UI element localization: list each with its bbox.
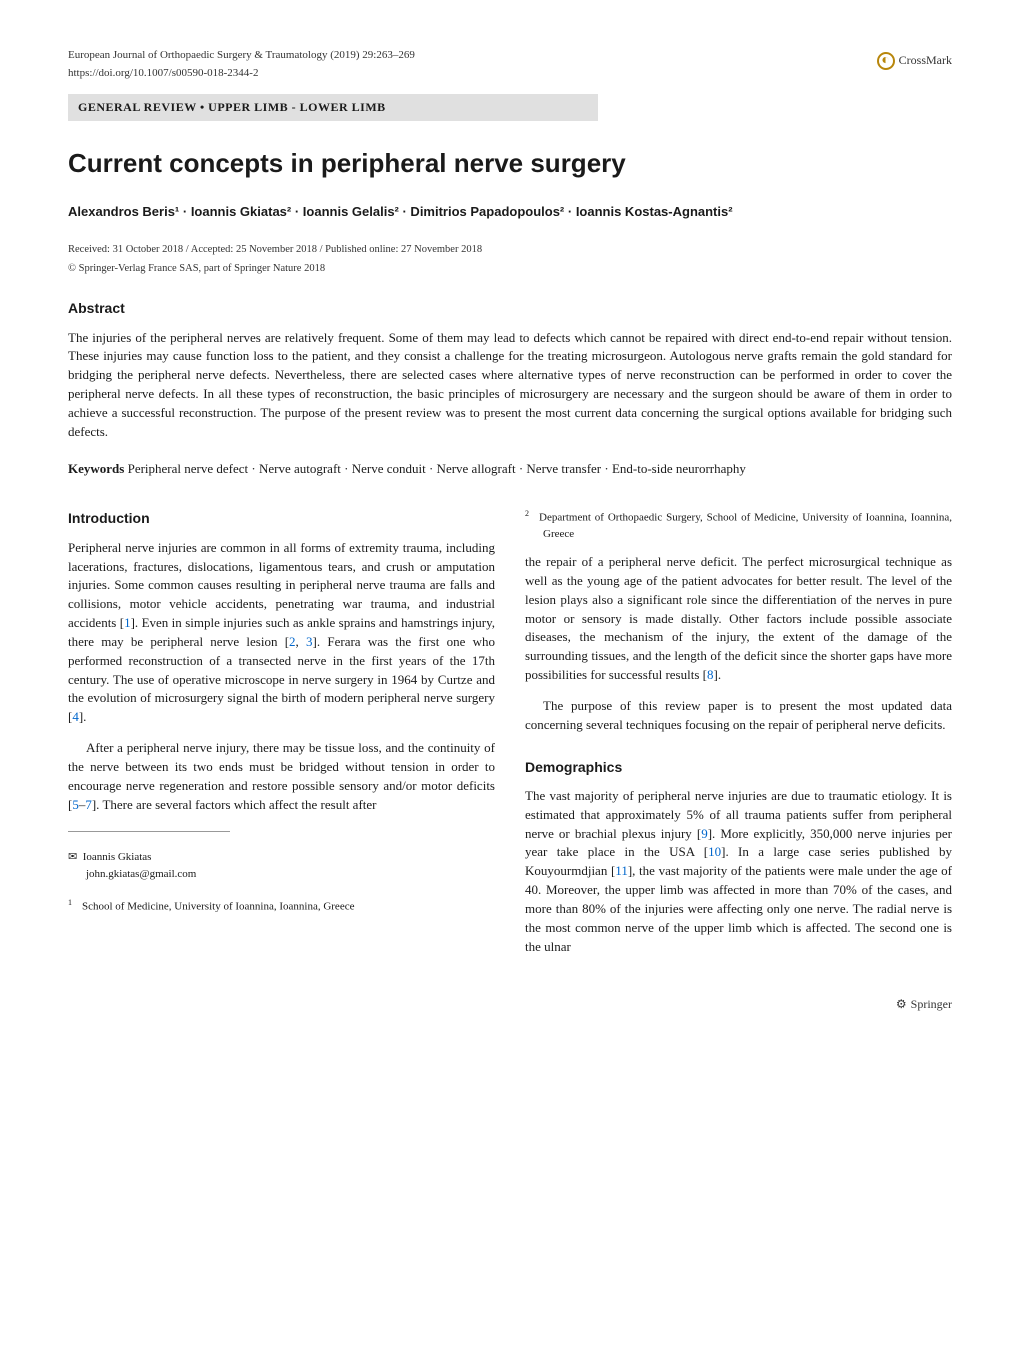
demographics-para-1: The vast majority of peripheral nerve in… [525, 787, 952, 957]
publication-dates: Received: 31 October 2018 / Accepted: 25… [68, 242, 952, 257]
divider [68, 831, 230, 832]
ref-link-10[interactable]: 10 [708, 844, 721, 859]
keywords-label: Keywords [68, 461, 124, 476]
crossmark-label: CrossMark [899, 52, 952, 69]
springer-icon: ⚙ [896, 996, 907, 1013]
corr-email: john.gkiatas@gmail.com [86, 867, 495, 883]
corr-name: Ioannis Gkiatas [83, 851, 152, 863]
authors-list: Alexandros Beris¹ · Ioannis Gkiatas² · I… [68, 203, 952, 222]
article-title: Current concepts in peripheral nerve sur… [68, 145, 952, 183]
keywords-text: Peripheral nerve defect · Nerve autograf… [124, 461, 746, 476]
affiliation-2: 2Department of Orthopaedic Surgery, Scho… [525, 508, 952, 543]
keywords: Keywords Peripheral nerve defect · Nerve… [68, 460, 952, 479]
body-columns: Introduction Peripheral nerve injuries a… [68, 508, 952, 956]
envelope-icon: ✉ [68, 851, 77, 863]
corresponding-author: ✉ Ioannis Gkiatas [68, 850, 495, 866]
springer-logo: ⚙ Springer [896, 996, 952, 1013]
ref-link-11[interactable]: 11 [615, 863, 628, 878]
crossmark-icon: ◐ [877, 52, 895, 70]
intro-para-4: The purpose of this review paper is to p… [525, 697, 952, 735]
journal-info: European Journal of Orthopaedic Surgery … [68, 48, 952, 64]
intro-para-1: Peripheral nerve injuries are common in … [68, 539, 495, 727]
article-type-bar: GENERAL REVIEW • UPPER LIMB - LOWER LIMB [68, 94, 598, 121]
abstract-text: The injuries of the peripheral nerves ar… [68, 329, 952, 442]
abstract-heading: Abstract [68, 298, 952, 318]
intro-para-3: the repair of a peripheral nerve deficit… [525, 553, 952, 685]
affiliation-1: 1School of Medicine, University of Ioann… [68, 897, 495, 916]
doi: https://doi.org/10.1007/s00590-018-2344-… [68, 66, 952, 82]
demographics-heading: Demographics [525, 757, 952, 777]
publisher-name: Springer [911, 996, 952, 1013]
intro-para-2: After a peripheral nerve injury, there m… [68, 739, 495, 814]
footer: ⚙ Springer [68, 996, 952, 1013]
copyright: © Springer-Verlag France SAS, part of Sp… [68, 261, 952, 276]
introduction-heading: Introduction [68, 508, 495, 528]
crossmark-badge[interactable]: ◐ CrossMark [877, 52, 952, 70]
